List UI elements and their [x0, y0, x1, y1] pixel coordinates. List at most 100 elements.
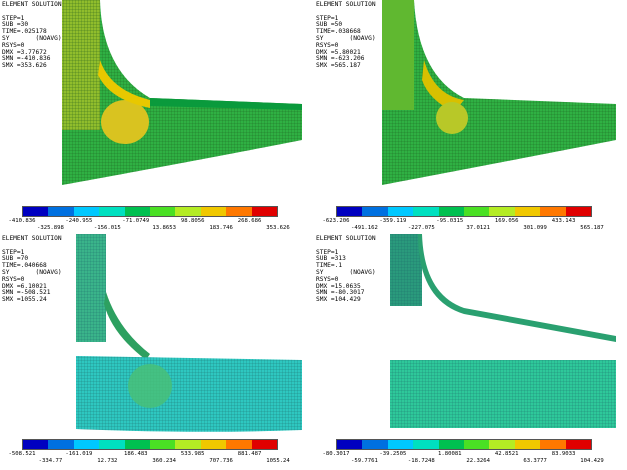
mesh-plot: [390, 234, 616, 428]
legend-swatch: [438, 440, 465, 449]
info-line: TIME=.025178: [2, 28, 47, 36]
info-line: STEP=1: [316, 14, 339, 22]
info-line: SMX =565.187: [316, 62, 361, 70]
legend-tick-label: -161.019: [65, 451, 93, 457]
legend-swatch: [73, 440, 100, 449]
legend-swatch: [489, 440, 515, 449]
legend-tick-label: 12.732: [97, 458, 118, 464]
mesh-plot: [382, 0, 616, 185]
info-line: DMX =3.77672: [2, 48, 47, 56]
info-line: RSYS=0: [2, 41, 25, 49]
info-line: SY (NOAVG): [2, 34, 62, 42]
legend-tick-label: 1055.24: [266, 458, 290, 464]
legend-tick-label: -39.2505: [379, 451, 407, 457]
legend-swatch: [362, 207, 388, 216]
info-line: DMX =15.0635: [316, 282, 361, 290]
legend-tick-label: -491.162: [350, 225, 378, 231]
info-line: SUB =30: [2, 21, 29, 29]
legend-bar: [336, 206, 592, 217]
legend-tick-label: -334.77: [38, 458, 63, 464]
legend-bar: [336, 439, 592, 450]
legend-tick-label: 37.0121: [466, 225, 491, 231]
legend-swatch: [565, 440, 592, 449]
legend-swatch: [565, 207, 592, 216]
legend-tick-label: 353.626: [266, 225, 290, 231]
legend-tick-label: 169.056: [494, 218, 519, 224]
mesh-plot: [62, 0, 302, 185]
legend-tick-label: 186.483: [123, 451, 148, 457]
info-text: ELEMENT SOLUTION STEP=1 SUB =50 TIME=.0386…: [316, 1, 376, 70]
info-line: STEP=1: [2, 248, 25, 256]
legend-swatch: [337, 207, 363, 216]
legend-tick-label: -95.0315: [436, 218, 464, 224]
info-line: ELEMENT SOLUTION: [316, 1, 376, 8]
legend-swatch: [175, 207, 201, 216]
legend-swatch: [23, 440, 49, 449]
legend-swatch: [175, 440, 201, 449]
info-line: SY (NOAVG): [2, 268, 62, 276]
info-line: RSYS=0: [316, 275, 339, 283]
legend-swatch: [413, 440, 439, 449]
info-text: ELEMENT SOLUTION STEP=1 SUB =313 TIME=.1 SY…: [316, 235, 376, 304]
info-line: ELEMENT SOLUTION: [2, 1, 62, 8]
legend-tick-label: 98.8056: [180, 218, 205, 224]
info-line: DMX =5.80021: [316, 48, 361, 56]
legend-swatch: [387, 207, 414, 216]
legend-swatch: [150, 207, 176, 216]
legend-tick-label: -240.955: [65, 218, 93, 224]
legend-swatch: [73, 207, 100, 216]
legend-swatch: [362, 440, 388, 449]
info-line: SMN =-80.3017: [316, 289, 365, 297]
legend-tick-label: 13.8653: [152, 225, 177, 231]
legend-swatch: [124, 207, 151, 216]
legend-tick-label: -325.898: [36, 225, 64, 231]
legend-ticks: -623.206 -491.162 -359.119 -227.075 -95.0315…: [323, 217, 604, 237]
info-line: TIME=.040668: [2, 262, 47, 270]
legend-swatch: [48, 440, 74, 449]
legend-tick-label: -18.7248: [407, 458, 435, 464]
legend-swatch: [200, 207, 227, 216]
result-panel-sub-70: ELEMENT SOLUTION STEP=1 SUB =70 TIME=.0406…: [0, 234, 313, 468]
legend-tick-label: -359.119: [379, 218, 407, 224]
info-line: STEP=1: [316, 248, 339, 256]
legend-tick-label: 533.985: [180, 451, 205, 457]
legend-tick-label: -227.075: [407, 225, 435, 231]
info-line: SMN =-623.206: [316, 55, 365, 63]
info-line: SUB =70: [2, 255, 29, 263]
legend-swatch: [438, 207, 465, 216]
legend-tick-label: -80.3017: [322, 451, 350, 457]
color-legend: -80.3017 -59.7761 -39.2505 -18.7248 1.80081 2…: [323, 439, 604, 470]
info-text: ELEMENT SOLUTION STEP=1 SUB =70 TIME=.0406…: [2, 235, 62, 304]
info-line: RSYS=0: [316, 41, 339, 49]
legend-bar: [22, 206, 278, 217]
legend-swatch: [489, 207, 515, 216]
legend-bar: [22, 439, 278, 450]
legend-swatch: [251, 440, 278, 449]
legend-tick-label: -156.015: [93, 225, 121, 231]
result-panel-sub-50: ELEMENT SOLUTION STEP=1 SUB =50 TIME=.0386…: [314, 0, 627, 234]
legend-swatch: [337, 440, 363, 449]
info-line: SMX =1055.24: [2, 296, 47, 304]
info-line: SY (NOAVG): [316, 268, 376, 276]
legend-swatch: [23, 207, 49, 216]
info-line: SUB =50: [316, 21, 343, 29]
legend-tick-label: 22.3264: [466, 458, 491, 464]
legend-tick-label: 104.429: [580, 458, 604, 464]
result-panel-sub-30: ELEMENT SOLUTION STEP=1 SUB =30 TIME=.0251…: [0, 0, 313, 234]
legend-swatch: [413, 207, 439, 216]
legend-swatch: [251, 207, 278, 216]
legend-swatch: [124, 440, 151, 449]
info-text: ELEMENT SOLUTION STEP=1 SUB =30 TIME=.0251…: [2, 1, 62, 70]
info-line: DMX =6.10021: [2, 282, 47, 290]
legend-swatch: [200, 440, 227, 449]
mesh-plot: [76, 234, 302, 432]
legend-tick-label: -59.7761: [350, 458, 378, 464]
legend-swatch: [540, 440, 566, 449]
legend-ticks: -508.521 -334.77 -161.019 12.732 186.483 360.…: [9, 450, 290, 470]
legend-tick-label: -508.521: [8, 451, 36, 457]
legend-swatch: [464, 207, 490, 216]
legend-tick-label: 1.80081: [437, 451, 462, 457]
legend-tick-label: 881.487: [237, 451, 262, 457]
info-line: RSYS=0: [2, 275, 25, 283]
info-line: SMX =353.626: [2, 62, 47, 70]
